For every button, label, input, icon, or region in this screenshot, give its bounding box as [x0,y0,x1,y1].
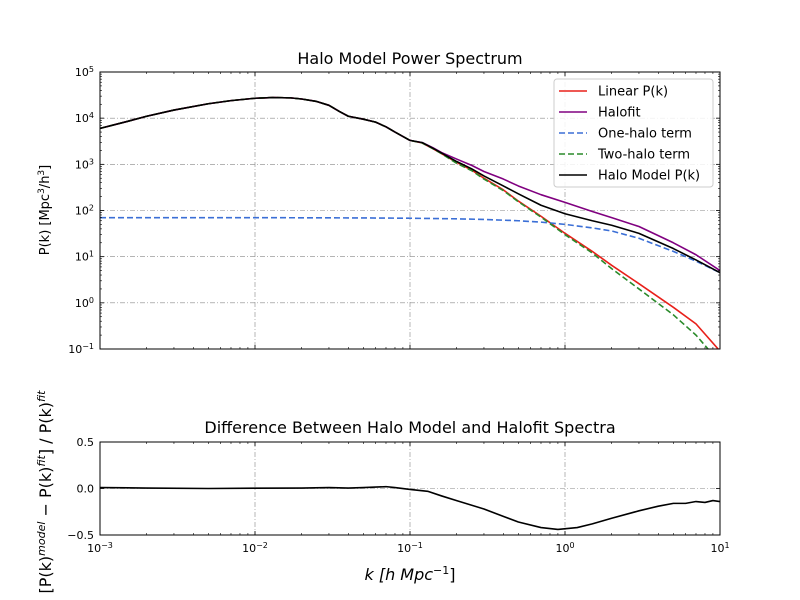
top-grid [100,72,720,349]
top-y-ticks: 10−1 100 101 102 103 104 105 [68,65,720,357]
bottom-y-axis-label: [P(k)model − P(k)fit] / P(k)fit [35,390,56,594]
y-tick-label: 104 [75,111,94,126]
legend-label: Halofit [598,106,641,121]
legend-label: Linear P(k) [598,85,668,100]
bottom-series-group [100,485,720,531]
legend-label: One-halo term [598,127,692,142]
top-y-axis-label: P(k) [Mpc3/h3] [37,165,53,256]
y-tick-label: 103 [75,157,94,172]
power-spectrum-panel: Halo Model Power Spectrum 10−11001011021… [37,49,721,357]
y-tick-label: 105 [75,65,94,80]
difference-line [100,485,720,531]
y-tick-label: 0.5 [77,436,95,449]
bottom-y-ticks: −0.5 0.0 0.5 [67,436,720,542]
legend-label: Two-halo term [597,148,690,163]
y-tick-label: 101 [75,249,94,264]
top-series-group [100,96,720,349]
bottom-x-ticks: 10−3 10−2 10−1 100 101 [87,442,730,556]
y-tick-label: 102 [75,203,94,218]
y-tick-label: 100 [75,295,94,310]
y-tick-label: −0.5 [67,529,94,542]
x-tick-label: 10−2 [242,541,268,556]
bottom-x-axis-label: k [h Mpc−1] [364,564,455,585]
legend-label: Halo Model P(k) [598,169,700,184]
top-x-ticks [99,72,721,349]
y-tick-label: 0.0 [77,483,95,496]
top-chart-title: Halo Model Power Spectrum [297,49,522,68]
y-tick-label: 10−1 [68,342,94,357]
x-tick-label: 10−1 [397,541,423,556]
legend: Linear P(k) Halofit One-halo term Two-halo … [553,78,714,188]
x-tick-label: 100 [555,541,574,556]
difference-panel: Difference Between Halo Model and Halofi… [35,390,730,594]
legend-box [553,78,714,188]
two-halo-term-line [100,96,710,349]
x-tick-label: 101 [710,541,729,556]
one-halo-term-line [100,216,720,274]
bottom-chart-title: Difference Between Halo Model and Halofi… [204,418,615,437]
x-tick-label: 10−3 [87,541,113,556]
halo-model-p-k-line [100,96,720,274]
